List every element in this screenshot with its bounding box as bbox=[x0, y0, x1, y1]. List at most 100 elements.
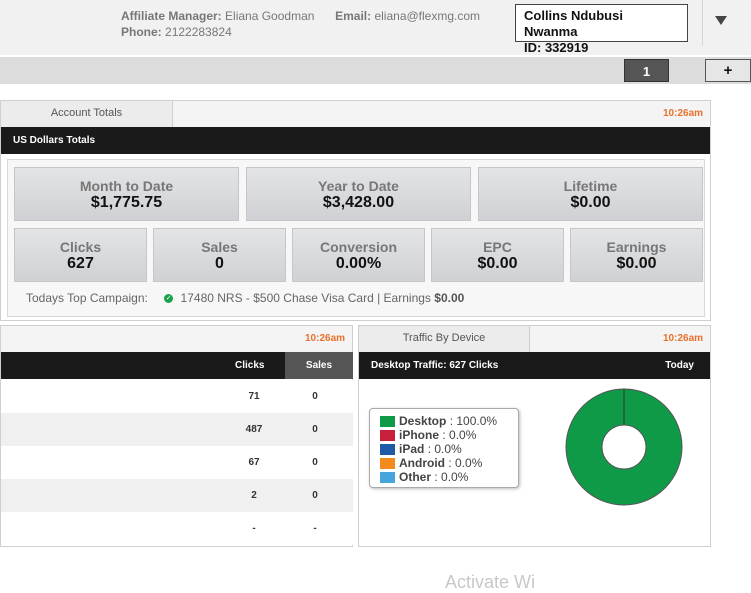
legend-value: : 0.0% bbox=[427, 442, 462, 456]
email-label: Email: bbox=[335, 9, 372, 23]
row-clicks: 71 bbox=[248, 391, 260, 402]
row-sales: 0 bbox=[312, 424, 318, 435]
legend-swatch bbox=[380, 430, 395, 442]
totals-container: Month to Date $1,775.75 Year to Date $3,… bbox=[7, 159, 705, 317]
legend-item: iPhone : 0.0% bbox=[380, 428, 508, 442]
timestamp: 10:26am bbox=[305, 333, 346, 344]
legend-name: iPhone bbox=[399, 428, 440, 442]
manager-phone: 2122283824 bbox=[165, 25, 232, 39]
top-campaign-line: Todays Top Campaign: ✓ 17480 NRS - $500 … bbox=[26, 291, 464, 305]
row-sales: 0 bbox=[312, 490, 318, 501]
legend-name: Android bbox=[399, 456, 445, 470]
tab-traffic-by-device[interactable]: Traffic By Device bbox=[359, 326, 530, 352]
add-page-button[interactable]: + bbox=[705, 59, 751, 82]
manager-email[interactable]: eliana@flexmg.com bbox=[374, 9, 481, 23]
top-campaign-earnings: $0.00 bbox=[434, 291, 465, 305]
legend-item: Desktop : 100.0% bbox=[380, 414, 508, 428]
table-row: 2 0 bbox=[1, 479, 353, 512]
header-divider bbox=[702, 0, 703, 46]
legend-value: : 0.0% bbox=[448, 456, 483, 470]
tile-year-to-date: Year to Date $3,428.00 bbox=[246, 167, 471, 221]
tile-value: 0 bbox=[215, 255, 224, 272]
tile-label: Sales bbox=[201, 239, 238, 255]
dropdown-caret-icon[interactable] bbox=[715, 16, 727, 25]
tile-label: Earnings bbox=[606, 239, 667, 255]
legend-name: iPad bbox=[399, 442, 425, 456]
check-icon: ✓ bbox=[164, 294, 174, 304]
legend-swatch bbox=[380, 458, 395, 470]
tile-label: Month to Date bbox=[79, 178, 174, 194]
user-account-box[interactable]: Collins Ndubusi Nwanma ID: 332919 bbox=[515, 4, 688, 55]
device-donut-chart bbox=[565, 388, 683, 506]
tile-epc: EPC $0.00 bbox=[431, 228, 564, 282]
traffic-bar: Desktop Traffic: 627 Clicks Today bbox=[359, 352, 710, 379]
tab-account-totals[interactable]: Account Totals bbox=[1, 101, 173, 127]
tile-value: $3,428.00 bbox=[322, 194, 395, 211]
legend-value: : 100.0% bbox=[449, 414, 498, 428]
legend-value: : 0.0% bbox=[442, 428, 477, 442]
tile-earnings: Earnings $0.00 bbox=[570, 228, 703, 282]
phone-label: Phone: bbox=[121, 25, 162, 39]
panel-header: Traffic By Device 10:26am bbox=[359, 326, 710, 353]
tile-value: $0.00 bbox=[570, 194, 611, 211]
tile-sales: Sales 0 bbox=[153, 228, 286, 282]
table-row: 67 0 bbox=[1, 446, 353, 479]
legend-item: Android : 0.0% bbox=[380, 456, 508, 470]
tile-label: Conversion bbox=[319, 239, 397, 255]
header-bar: Affiliate Manager: Eliana Goodman Email:… bbox=[0, 0, 751, 55]
device-legend: Desktop : 100.0% iPhone : 0.0% iPad : 0.… bbox=[369, 408, 519, 488]
account-totals-panel: Account Totals 10:26am US Dollars Totals… bbox=[0, 100, 711, 321]
legend-name: Desktop bbox=[399, 414, 447, 428]
panel-header: Account Totals 10:26am bbox=[1, 101, 710, 128]
tile-value: 0.00% bbox=[335, 255, 382, 272]
row-clicks: 2 bbox=[251, 490, 257, 501]
timestamp: 10:26am bbox=[663, 333, 704, 344]
tile-label: Clicks bbox=[59, 239, 102, 255]
tile-value: 627 bbox=[67, 255, 94, 272]
traffic-period: Today bbox=[665, 360, 694, 371]
row-clicks: - bbox=[252, 523, 256, 534]
tile-lifetime: Lifetime $0.00 bbox=[478, 167, 703, 221]
table-header-bar: Clicks Sales bbox=[1, 352, 353, 379]
panel-header: 10:26am bbox=[1, 326, 352, 353]
tile-month-to-date: Month to Date $1,775.75 bbox=[14, 167, 239, 221]
user-id: ID: 332919 bbox=[524, 40, 589, 55]
us-dollars-totals-bar: US Dollars Totals bbox=[1, 127, 710, 154]
tile-value: $1,775.75 bbox=[90, 194, 163, 211]
offers-panel: 10:26am Clicks Sales 71 0 487 0 67 0 2 0… bbox=[0, 325, 353, 547]
row-clicks: 487 bbox=[245, 424, 263, 435]
legend-item: iPad : 0.0% bbox=[380, 442, 508, 456]
legend-swatch bbox=[380, 444, 395, 456]
timestamp: 10:26am bbox=[663, 108, 704, 119]
col-clicks-header[interactable]: Clicks bbox=[235, 360, 265, 371]
legend-name: Other bbox=[399, 470, 432, 484]
table-row: 487 0 bbox=[1, 413, 353, 446]
top-campaign-name[interactable]: 17480 NRS - $500 Chase Visa Card | Earni… bbox=[180, 291, 431, 305]
tile-value: $0.00 bbox=[616, 255, 657, 272]
affiliate-manager-info: Affiliate Manager: Eliana Goodman Email:… bbox=[121, 8, 480, 40]
donut-hole bbox=[601, 424, 647, 470]
row-sales: - bbox=[313, 523, 317, 534]
col-sales-header[interactable]: Sales bbox=[285, 352, 353, 379]
manager-label: Affiliate Manager: bbox=[121, 9, 222, 23]
manager-name: Eliana Goodman bbox=[225, 9, 315, 23]
page-1-button[interactable]: 1 bbox=[624, 59, 669, 82]
row-sales: 0 bbox=[312, 457, 318, 468]
os-watermark: Activate Wi bbox=[445, 572, 536, 592]
legend-item: Other : 0.0% bbox=[380, 470, 508, 484]
traffic-title: Desktop Traffic: 627 Clicks bbox=[371, 360, 499, 371]
user-name: Collins Ndubusi Nwanma bbox=[524, 8, 623, 39]
row-sales: 0 bbox=[312, 391, 318, 402]
table-row: 71 0 bbox=[1, 380, 353, 413]
legend-value: : 0.0% bbox=[434, 470, 469, 484]
tile-value: $0.00 bbox=[477, 255, 518, 272]
table-row: - - bbox=[1, 512, 353, 545]
top-campaign-label: Todays Top Campaign: bbox=[26, 291, 148, 305]
tile-label: Lifetime bbox=[563, 178, 618, 194]
tile-label: Year to Date bbox=[318, 178, 399, 194]
tile-clicks: Clicks 627 bbox=[14, 228, 147, 282]
tile-conversion: Conversion 0.00% bbox=[292, 228, 425, 282]
tile-label: EPC bbox=[483, 239, 512, 255]
legend-swatch bbox=[380, 416, 395, 428]
legend-swatch bbox=[380, 472, 395, 484]
